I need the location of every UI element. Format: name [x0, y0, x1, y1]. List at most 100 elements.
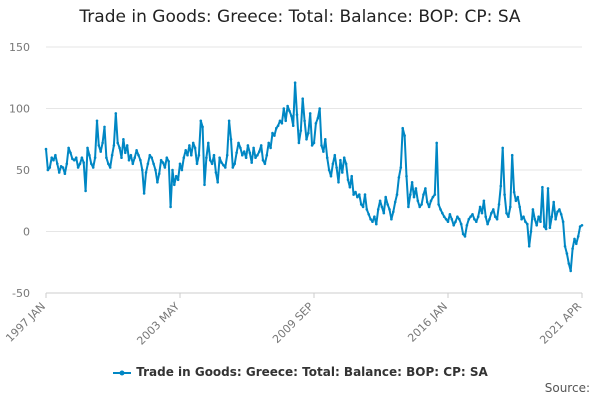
data-point	[288, 109, 291, 113]
data-point	[393, 200, 397, 204]
data-point	[284, 119, 288, 123]
data-point	[148, 153, 152, 157]
data-point	[91, 166, 95, 169]
data-point	[293, 81, 297, 84]
data-point	[193, 146, 197, 150]
data-point	[424, 187, 427, 190]
data-point	[50, 156, 53, 159]
data-point	[475, 220, 478, 223]
data-point	[437, 203, 440, 206]
data-point	[133, 156, 136, 159]
data-point	[505, 211, 508, 215]
data-point	[261, 158, 265, 162]
data-point	[312, 141, 316, 145]
y-tick-label: -50	[12, 287, 30, 300]
data-point	[112, 144, 116, 147]
data-point	[150, 156, 153, 159]
data-point	[214, 171, 218, 174]
x-tick-label: 2003 MAY	[134, 300, 182, 348]
data-point	[450, 217, 454, 221]
data-point	[286, 104, 289, 108]
data-point	[531, 208, 535, 211]
data-point	[233, 162, 236, 166]
data-point	[310, 144, 314, 147]
data-point	[386, 203, 389, 206]
data-point	[512, 190, 516, 194]
data-point	[541, 185, 544, 189]
data-point	[248, 151, 252, 155]
data-point	[318, 107, 322, 110]
x-tick-label: 2009 SEP	[270, 300, 316, 346]
data-point	[103, 125, 106, 129]
data-point	[527, 245, 531, 248]
data-point	[93, 156, 97, 159]
data-point	[63, 172, 67, 175]
y-tick-label: 150	[9, 41, 30, 54]
data-point	[461, 232, 465, 236]
data-point	[125, 144, 129, 147]
data-point	[59, 165, 63, 168]
data-point	[69, 151, 72, 155]
x-tick-label: 1997 JAN	[3, 300, 48, 345]
data-point	[361, 205, 365, 209]
data-point	[48, 166, 52, 169]
data-point	[526, 222, 529, 226]
data-point	[271, 131, 274, 135]
data-point	[422, 193, 425, 196]
data-point	[199, 119, 203, 123]
data-point	[371, 220, 374, 223]
data-point	[561, 220, 565, 223]
data-point	[254, 156, 257, 159]
data-point	[129, 153, 133, 157]
data-point	[191, 141, 195, 145]
data-point	[546, 187, 550, 190]
data-point	[537, 215, 540, 218]
data-point	[280, 122, 284, 125]
data-point	[190, 153, 193, 157]
data-point	[144, 171, 148, 174]
data-point	[301, 97, 305, 100]
data-point	[157, 172, 161, 175]
data-point	[459, 222, 463, 226]
data-point	[57, 171, 61, 174]
data-point	[105, 156, 108, 159]
data-point	[108, 166, 112, 169]
data-point	[382, 211, 386, 215]
data-point	[186, 153, 189, 157]
y-tick-label: 0	[23, 226, 30, 239]
data-point	[524, 220, 527, 223]
data-point	[448, 213, 452, 216]
axes	[45, 292, 583, 298]
data-point	[380, 205, 384, 209]
data-point	[495, 217, 499, 221]
data-point	[365, 208, 369, 211]
data-point	[173, 183, 176, 187]
data-point	[346, 178, 350, 182]
data-point	[146, 162, 150, 166]
data-point	[342, 156, 346, 159]
data-point	[344, 162, 348, 166]
data-point	[576, 235, 580, 238]
data-point	[295, 113, 299, 116]
data-point	[174, 174, 178, 178]
data-point	[442, 215, 446, 218]
data-point	[358, 193, 361, 196]
data-point	[446, 220, 450, 223]
data-point	[282, 107, 286, 110]
legend[interactable]: Trade in Goods: Greece: Total: Balance: …	[0, 365, 600, 379]
data-point	[299, 129, 303, 132]
data-point	[205, 156, 208, 159]
data-point	[120, 156, 123, 159]
data-point	[324, 138, 327, 141]
data-point	[195, 162, 199, 166]
data-point	[258, 150, 261, 153]
data-point	[473, 217, 476, 221]
data-point	[425, 200, 429, 204]
data-point	[499, 184, 503, 188]
data-point	[376, 208, 380, 211]
data-point	[335, 166, 338, 169]
data-point	[539, 220, 542, 223]
data-point	[239, 146, 242, 150]
